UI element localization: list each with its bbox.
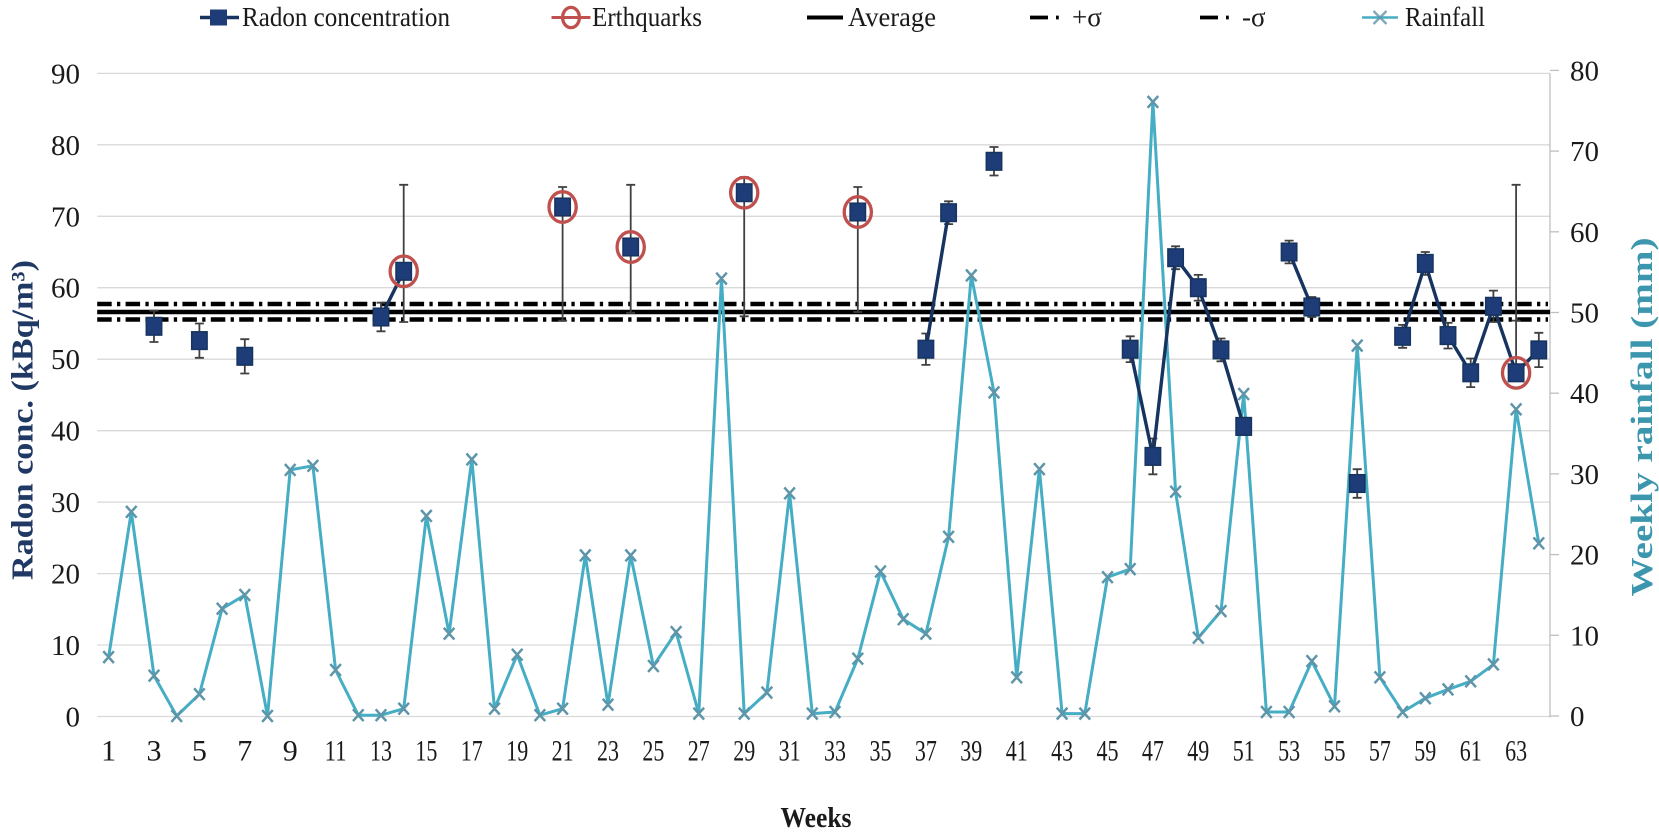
svg-text:+σ: +σ <box>1072 2 1102 32</box>
svg-text:Rainfall: Rainfall <box>1405 2 1485 32</box>
svg-text:25: 25 <box>642 735 664 768</box>
svg-text:-σ: -σ <box>1242 2 1266 32</box>
svg-text:37: 37 <box>915 735 937 768</box>
svg-text:7: 7 <box>237 735 252 768</box>
svg-text:70: 70 <box>1570 136 1599 168</box>
svg-text:41: 41 <box>1006 735 1028 768</box>
svg-text:10: 10 <box>51 630 80 662</box>
svg-text:0: 0 <box>66 702 81 734</box>
svg-text:9: 9 <box>283 735 298 768</box>
svg-text:35: 35 <box>870 735 892 768</box>
svg-text:39: 39 <box>960 735 982 768</box>
svg-text:11: 11 <box>325 735 347 768</box>
svg-text:59: 59 <box>1414 735 1436 768</box>
svg-text:90: 90 <box>51 58 80 90</box>
svg-text:53: 53 <box>1278 735 1300 768</box>
svg-text:23: 23 <box>597 735 619 768</box>
svg-text:1: 1 <box>101 735 116 768</box>
svg-text:80: 80 <box>51 130 80 162</box>
svg-text:31: 31 <box>779 735 801 768</box>
svg-text:Radon conc. (kBq/m³): Radon conc. (kBq/m³) <box>5 260 40 580</box>
svg-text:Average: Average <box>848 2 936 32</box>
svg-text:Erthquarks: Erthquarks <box>592 2 702 32</box>
svg-text:19: 19 <box>506 735 528 768</box>
svg-text:47: 47 <box>1142 735 1164 768</box>
svg-text:20: 20 <box>51 559 80 591</box>
svg-text:60: 60 <box>1570 217 1599 249</box>
svg-text:17: 17 <box>461 735 483 768</box>
svg-text:3: 3 <box>147 735 162 768</box>
svg-text:57: 57 <box>1369 735 1391 768</box>
svg-text:15: 15 <box>415 735 437 768</box>
svg-text:80: 80 <box>1570 55 1599 87</box>
svg-text:40: 40 <box>1570 378 1599 410</box>
svg-text:Weekly rainfall (mm): Weekly rainfall (mm) <box>1624 238 1659 597</box>
svg-text:61: 61 <box>1460 735 1482 768</box>
svg-text:20: 20 <box>1570 540 1599 572</box>
svg-text:0: 0 <box>1570 701 1585 733</box>
svg-text:21: 21 <box>552 735 574 768</box>
svg-text:55: 55 <box>1324 735 1346 768</box>
svg-text:30: 30 <box>1570 459 1599 491</box>
svg-text:70: 70 <box>51 201 80 233</box>
svg-text:29: 29 <box>733 735 755 768</box>
svg-text:27: 27 <box>688 735 710 768</box>
svg-text:51: 51 <box>1233 735 1255 768</box>
svg-text:Weeks: Weeks <box>781 802 852 834</box>
svg-text:33: 33 <box>824 735 846 768</box>
svg-text:40: 40 <box>51 416 80 448</box>
svg-text:63: 63 <box>1505 735 1527 768</box>
svg-text:60: 60 <box>51 273 80 305</box>
svg-text:50: 50 <box>51 344 80 376</box>
svg-text:43: 43 <box>1051 735 1073 768</box>
svg-text:Radon concentration: Radon concentration <box>242 2 450 32</box>
svg-text:50: 50 <box>1570 298 1599 330</box>
svg-text:13: 13 <box>370 735 392 768</box>
svg-text:10: 10 <box>1570 620 1599 652</box>
svg-text:45: 45 <box>1097 735 1119 768</box>
svg-text:49: 49 <box>1187 735 1209 768</box>
svg-text:5: 5 <box>192 735 207 768</box>
svg-text:30: 30 <box>51 487 80 519</box>
